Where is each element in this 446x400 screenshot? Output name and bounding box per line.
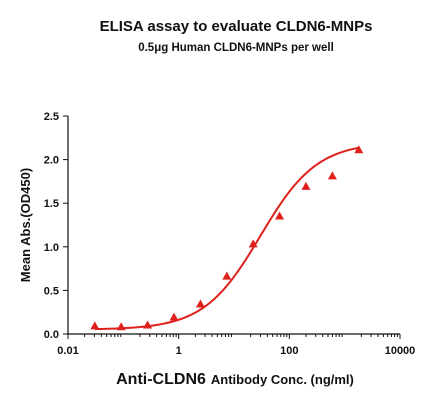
- y-tick-label: 0.5: [44, 285, 59, 297]
- data-point: [354, 145, 364, 154]
- x-tick-label: 10000: [385, 345, 416, 357]
- x-tick-label: 0.01: [57, 345, 78, 357]
- data-point: [169, 312, 179, 321]
- x-axis-label: Anti-CLDN6 Antibody Conc. (ng/ml): [116, 371, 354, 388]
- y-axis-label: Mean Abs.(OD450): [18, 168, 33, 282]
- x-axis-label-main: Anti-CLDN6: [116, 371, 206, 388]
- chart-subtitle: 0.5μg Human CLDN6-MNPs per well: [138, 42, 334, 54]
- data-point: [275, 211, 285, 220]
- x-axis: 0.01 1 100 10000: [57, 333, 415, 357]
- chart-title: ELISA assay to evaluate CLDN6-MNPs: [100, 18, 373, 35]
- x-ticks: 0.01 1 100 10000: [57, 334, 415, 357]
- data-point: [301, 181, 311, 190]
- x-axis-label-rest: Antibody Conc. (ng/ml): [211, 372, 354, 387]
- y-axis: 0.0 0.5 1.0 1.5 2.0 2.5: [44, 111, 69, 341]
- y-tick-label: 2.5: [44, 111, 59, 123]
- y-tick-label: 1.5: [44, 198, 59, 210]
- data-points: [90, 145, 364, 331]
- data-point: [327, 171, 337, 180]
- data-point: [143, 320, 153, 329]
- y-tick-label: 0.0: [44, 329, 59, 341]
- data-point: [90, 321, 100, 330]
- data-point: [222, 271, 232, 280]
- fit-curve: [94, 146, 359, 331]
- data-point: [116, 322, 126, 331]
- data-point: [195, 299, 205, 308]
- y-tick-label: 2.0: [44, 155, 59, 167]
- data-point: [248, 239, 258, 248]
- x-tick-label: 1: [176, 345, 182, 357]
- y-ticks: 0.0 0.5 1.0 1.5 2.0 2.5: [44, 111, 68, 341]
- y-tick-label: 1.0: [44, 242, 59, 254]
- x-tick-label: 100: [280, 345, 298, 357]
